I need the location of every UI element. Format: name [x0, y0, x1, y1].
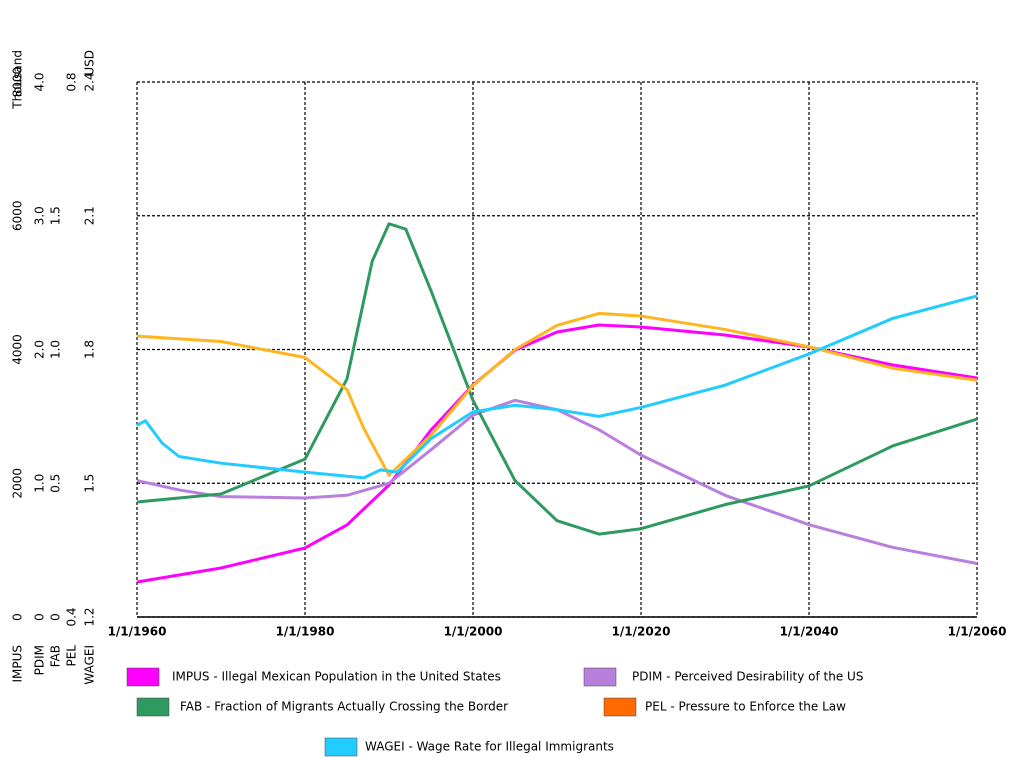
x-tick-label: 1/1/2060 [948, 625, 1007, 639]
y-tick-label: 1.0 [49, 340, 63, 359]
y-tick-label: 6000 [11, 200, 25, 231]
x-tick-label: 1/1/2040 [780, 625, 839, 639]
series-line [136, 222, 978, 536]
y-tick-label: 2000 [11, 468, 25, 499]
y-tick-label: 4.0 [33, 72, 47, 91]
x-tick-label: 1/1/2000 [444, 625, 503, 639]
legend-swatch [136, 697, 170, 717]
series-line [136, 294, 978, 480]
legend-swatch [324, 737, 358, 757]
y-tick-label: 2.0 [33, 340, 47, 359]
y-tick-label: 2.4 [83, 72, 97, 91]
x-tick-label: 1/1/2020 [612, 625, 671, 639]
y-tick-label: 0.4 [65, 607, 79, 626]
axis-unit: Thousand [11, 50, 25, 110]
legend-swatch [583, 667, 617, 687]
x-tick-label: 1/1/1960 [108, 625, 167, 639]
axis-name: PEL [65, 645, 79, 667]
axis-name: IMPUS [11, 645, 25, 683]
legend-label: PEL - Pressure to Enforce the Law [645, 700, 846, 714]
legend-swatch [126, 667, 160, 687]
series-line [136, 398, 978, 565]
legend-label: PDIM - Perceived Desirability of the US [632, 670, 863, 684]
series-line [136, 311, 978, 477]
y-tick-label: 1.5 [49, 206, 63, 225]
y-tick-label: 1.0 [33, 474, 47, 493]
legend-label: FAB - Fraction of Migrants Actually Cros… [180, 700, 508, 714]
legend-label: IMPUS - Illegal Mexican Population in th… [172, 670, 501, 684]
y-tick-label: 0.8 [65, 72, 79, 91]
y-tick-label: 0 [11, 613, 25, 621]
y-tick-label: 4000 [11, 334, 25, 365]
y-tick-label: 0.5 [49, 474, 63, 493]
y-tick-label: 1.8 [83, 340, 97, 359]
axis-name: WAGEI [83, 645, 97, 685]
y-tick-label: 8000 [11, 67, 25, 98]
x-tick-label: 1/1/1980 [276, 625, 335, 639]
y-tick-label: 2.1 [83, 206, 97, 225]
legend-swatch [603, 697, 637, 717]
series-line [136, 323, 978, 584]
axis-name: PDIM [33, 645, 47, 675]
y-tick-label: 0 [49, 613, 63, 621]
y-tick-label: 1.2 [83, 607, 97, 626]
y-tick-label: 0 [33, 613, 47, 621]
y-tick-label: 1.5 [83, 474, 97, 493]
axis-name: FAB [49, 645, 63, 667]
axis-unit: USD [83, 50, 97, 76]
y-tick-label: 3.0 [33, 206, 47, 225]
legend-label: WAGEI - Wage Rate for Illegal Immigrants [365, 740, 614, 754]
